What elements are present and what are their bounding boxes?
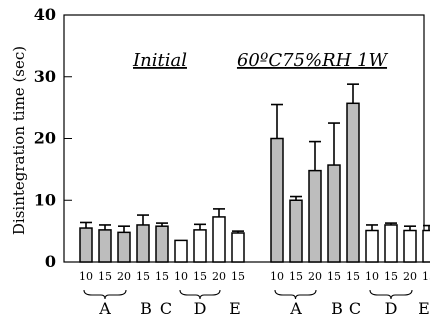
stress-category-label: 15 <box>384 270 398 283</box>
group-label: A <box>289 299 302 318</box>
group-label: D <box>194 299 207 318</box>
group-label: E <box>229 299 241 318</box>
group-label: C <box>160 299 172 318</box>
stress-category-label: 15 <box>422 270 430 283</box>
initial-category-label: 10 <box>174 270 188 283</box>
initial-bar <box>155 225 169 263</box>
y-axis-title: Disintegration time (sec) <box>10 46 28 235</box>
stress-bar <box>346 102 360 263</box>
initial-category-label: 15 <box>136 270 150 283</box>
stress-bar <box>289 199 303 263</box>
stress-bar <box>327 164 341 263</box>
panel-label-stress: 60ºC75%RH 1W <box>237 50 389 71</box>
stress-category-label: 20 <box>308 270 322 283</box>
initial-category-label: 20 <box>117 270 131 283</box>
initial-bar <box>193 229 207 263</box>
initial-bar <box>79 227 93 263</box>
y-tick-label: 20 <box>34 129 56 148</box>
initial-bar <box>98 229 112 263</box>
group-label: E <box>418 299 430 318</box>
stress-category-label: 10 <box>270 270 284 283</box>
y-tick-label: 0 <box>45 252 56 271</box>
group-label: B <box>140 299 152 318</box>
initial-category-label: 20 <box>212 270 226 283</box>
initial-bar <box>231 232 245 263</box>
initial-category-label: 15 <box>98 270 112 283</box>
y-tick-label: 10 <box>34 190 56 209</box>
group-label: C <box>349 299 361 318</box>
brace-a-left <box>83 289 127 300</box>
initial-category-label: 10 <box>79 270 93 283</box>
brace-d-left <box>179 289 221 300</box>
initial-category-label: 15 <box>155 270 169 283</box>
brace-a-right <box>274 289 317 300</box>
brace-d-right <box>369 289 413 300</box>
panel-label-initial: Initial <box>132 50 187 71</box>
stress-bar <box>308 169 322 263</box>
initial-bar <box>212 216 226 263</box>
stress-bar <box>403 229 417 263</box>
plot-layer <box>63 14 430 300</box>
initial-category-label: 15 <box>193 270 207 283</box>
initial-bar <box>117 231 131 263</box>
stress-bar <box>270 137 284 263</box>
labels-layer: 0 10 20 30 40 Disintegration time (sec) Initia… <box>10 5 430 318</box>
initial-bar <box>136 224 150 263</box>
initial-category-label: 15 <box>231 270 245 283</box>
y-tick-label: 40 <box>34 5 56 24</box>
group-label: B <box>331 299 343 318</box>
stress-bar <box>384 224 398 263</box>
stress-category-label: 20 <box>403 270 417 283</box>
stress-category-label: 10 <box>365 270 379 283</box>
stress-bar <box>365 229 379 263</box>
stress-category-label: 15 <box>327 270 341 283</box>
stress-bar <box>422 229 430 263</box>
group-label: A <box>98 299 111 318</box>
stress-category-label: 15 <box>346 270 360 283</box>
group-label: D <box>385 299 398 318</box>
y-tick-label: 30 <box>34 67 56 86</box>
stress-category-label: 15 <box>289 270 303 283</box>
initial-bar <box>174 239 188 263</box>
